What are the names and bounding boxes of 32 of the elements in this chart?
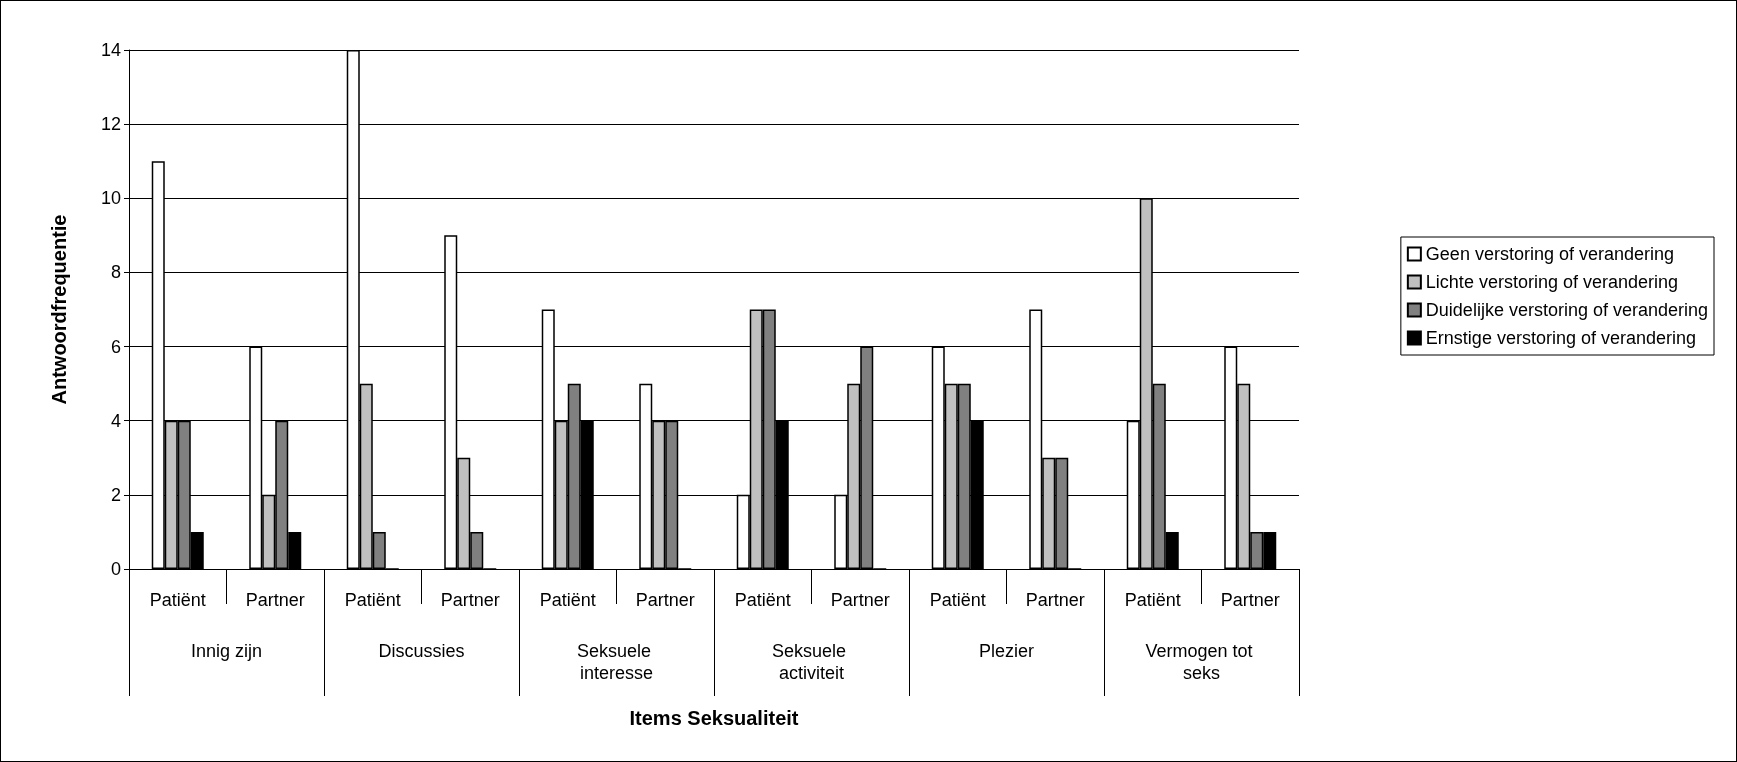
text: Discussies <box>378 641 465 661</box>
y-tick-label: 2 <box>110 484 121 505</box>
y-axis-title: Antwoordfrequentie <box>48 214 70 405</box>
x-tick-label: Partner <box>1220 590 1280 610</box>
text: Innig zijn <box>190 641 263 661</box>
legend-label: Duidelijke verstoring of verandering <box>1425 300 1709 320</box>
x-tick-label: Partner <box>1025 590 1085 610</box>
text: Vermogen tot seks <box>1145 641 1258 683</box>
x-tick-label: Partner <box>245 590 305 610</box>
x-tick-label: Partner <box>440 590 500 610</box>
x-tick-label: Patiënt <box>734 590 791 610</box>
x-tick-label: Patiënt <box>344 590 401 610</box>
y-tick-label: 14 <box>100 40 121 60</box>
x-tick-label: Patiënt <box>929 590 986 610</box>
legend-label: Ernstige verstoring of verandering <box>1425 328 1696 348</box>
legend-label: Geen verstoring of verandering <box>1425 244 1675 264</box>
text: Seksuele interesse <box>576 641 657 683</box>
y-tick-label: 8 <box>110 262 121 283</box>
y-tick-label: 4 <box>110 410 121 431</box>
x-tick-label: Patiënt <box>539 590 596 610</box>
legend-label: Lichte verstoring of verandering <box>1425 272 1678 292</box>
y-tick-label: 0 <box>110 559 121 579</box>
y-tick-label: 6 <box>110 336 121 357</box>
x-tick-label: Patiënt <box>1124 590 1181 610</box>
x-tick-label: Patiënt <box>149 590 206 610</box>
x-tick-label: Partner <box>830 590 890 610</box>
x-axis-title: Items Seksualiteit <box>629 707 799 729</box>
text: Plezier <box>978 641 1035 661</box>
x-tick-label: Partner <box>635 590 695 610</box>
y-tick-label: 12 <box>100 114 121 135</box>
y-tick-label: 10 <box>100 188 121 209</box>
text: Seksuele activiteit <box>771 641 852 683</box>
